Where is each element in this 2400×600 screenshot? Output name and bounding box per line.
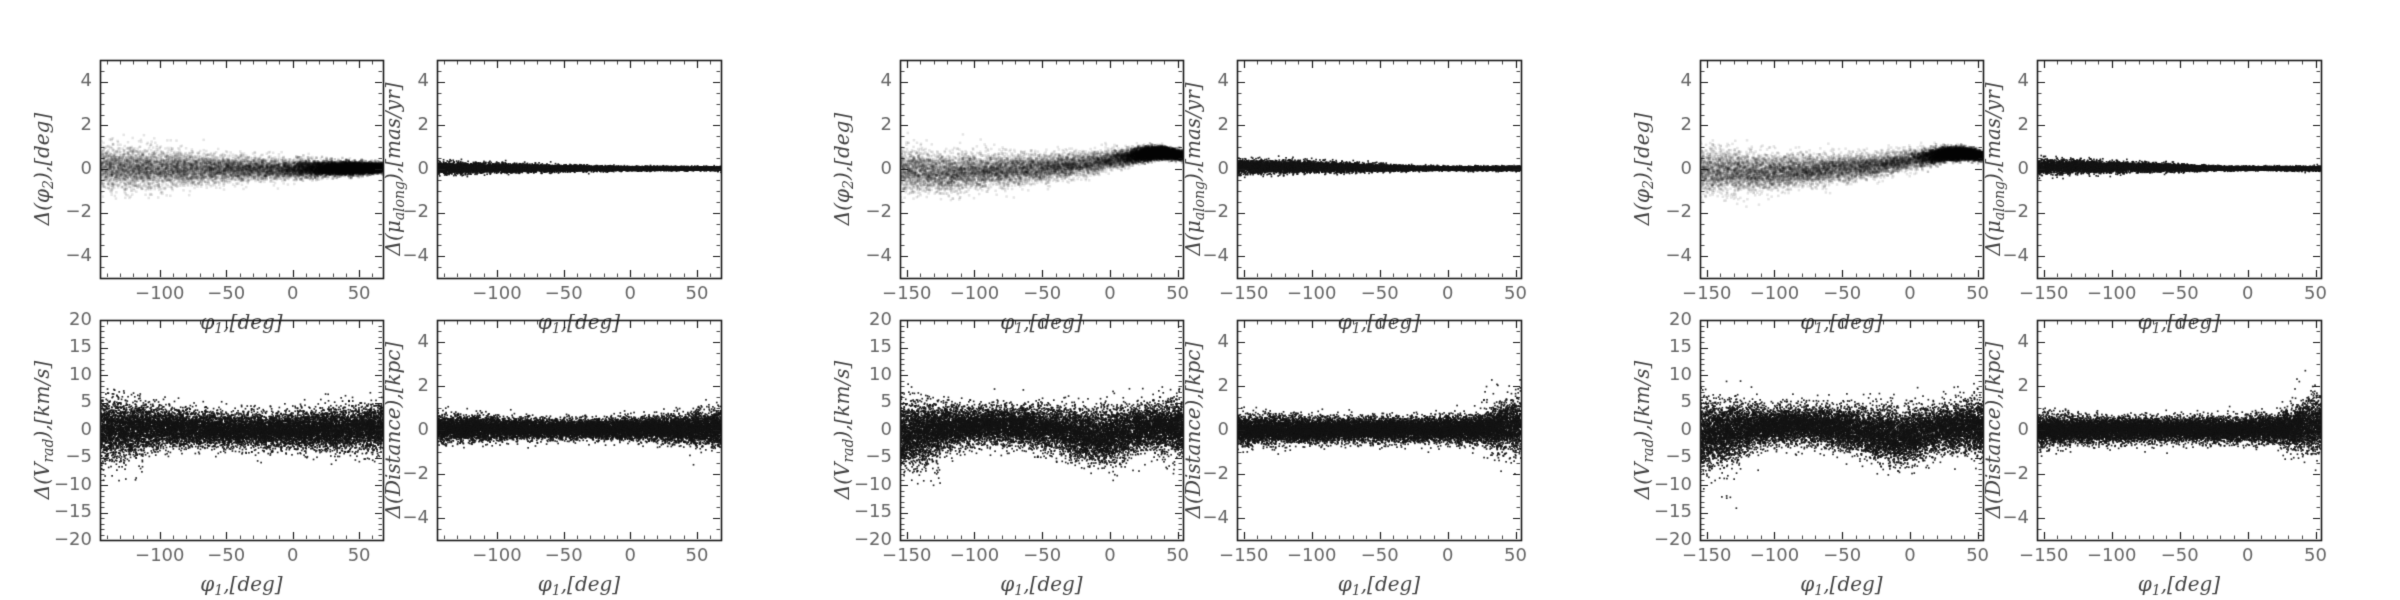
panel-2 <box>800 0 1600 600</box>
panel-1 <box>0 0 800 600</box>
panel-2-delta-distance-plot <box>800 0 1600 600</box>
panel-1-delta-distance-plot <box>0 0 800 600</box>
panel-3-delta-distance-plot <box>1600 0 2400 600</box>
panel-3 <box>1600 0 2400 600</box>
